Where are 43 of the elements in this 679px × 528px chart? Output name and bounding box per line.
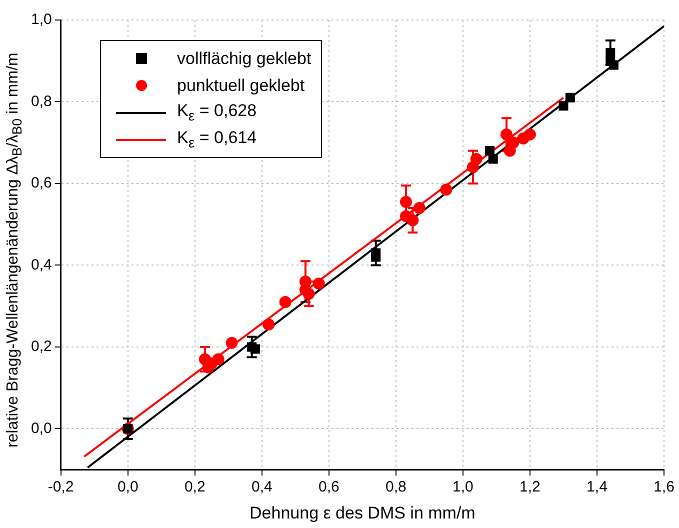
x-tick-label: 1,6 <box>654 478 674 496</box>
y-tick-label: 0,8 <box>30 92 52 110</box>
x-axis-title: Dehnung ε des DMS in mm/m <box>250 503 476 522</box>
x-tick-label: 0,8 <box>386 478 406 496</box>
x-tick-label: 0,6 <box>318 478 340 496</box>
point <box>488 154 498 164</box>
point <box>440 184 452 196</box>
y-tick-label: 0,2 <box>30 338 52 356</box>
x-tick-label: 0,0 <box>117 478 138 496</box>
point <box>262 318 275 330</box>
x-tick-label: 1,2 <box>520 478 540 496</box>
point <box>485 146 494 156</box>
point <box>565 92 575 102</box>
point <box>413 202 426 214</box>
y-tick-label: 0,4 <box>30 256 52 274</box>
point <box>507 136 520 149</box>
point <box>250 344 260 354</box>
legend-label: vollflächig geklebt <box>177 48 312 68</box>
point <box>212 353 224 366</box>
point <box>400 196 412 208</box>
y-tick-label: 1,0 <box>30 11 52 28</box>
legend-label: punktuell geklebt <box>177 76 305 96</box>
x-tick-label: 1,4 <box>586 478 608 496</box>
point <box>608 60 618 70</box>
legend-label: K$_{ε}$ = 0,628 <box>177 100 257 124</box>
y-tick-label: 0,6 <box>30 174 52 192</box>
y-tick-label: 0,0 <box>30 420 52 437</box>
point <box>606 48 616 58</box>
point <box>371 252 381 262</box>
point <box>500 128 513 140</box>
x-tick-label: 1,0 <box>452 478 474 496</box>
point <box>524 128 536 140</box>
point <box>558 101 568 111</box>
legend-label: K$_{ε}$ = 0,614 <box>177 128 257 152</box>
x-tick-label: -0,2 <box>48 478 74 496</box>
point <box>226 336 238 349</box>
x-tick-label: 0,4 <box>251 478 272 496</box>
point <box>470 152 482 165</box>
x-tick-label: 0,2 <box>184 478 206 496</box>
point <box>302 288 315 300</box>
point <box>312 278 325 290</box>
point <box>279 296 292 308</box>
point <box>406 214 419 226</box>
